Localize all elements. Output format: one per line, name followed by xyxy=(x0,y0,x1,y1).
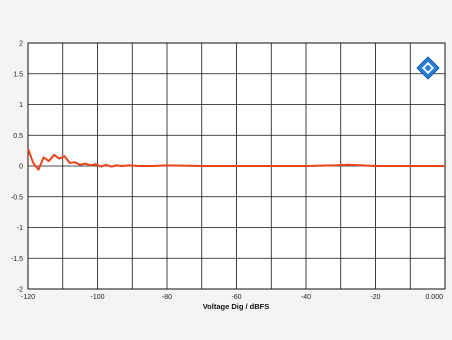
y-tick-label: -1.5 xyxy=(11,256,23,263)
y-tick-label: 2 xyxy=(19,41,23,48)
x-tick-label: -80 xyxy=(162,294,172,301)
y-tick-labels: 2 1.5 1 0.5 0 -0.5 -1 -1.5 -2 xyxy=(11,41,23,294)
series-line xyxy=(27,148,445,171)
x-tick-label: -100 xyxy=(90,294,104,301)
y-tick-label: 0.5 xyxy=(13,133,23,140)
y-tick-label: -2 xyxy=(17,287,23,294)
y-tick-label: 1 xyxy=(19,102,23,109)
x-axis-title: Voltage Dig / dBFS xyxy=(203,302,270,311)
x-tick-label: -60 xyxy=(231,294,241,301)
y-tick-label: 0 xyxy=(19,164,23,171)
x-tick-labels: -120 -100 -80 -60 -40 -20 0.000 xyxy=(21,294,443,301)
x-tick-label: -20 xyxy=(370,294,380,301)
x-tick-label: -40 xyxy=(301,294,311,301)
x-tick-label: -120 xyxy=(21,294,35,301)
x-tick-label: 0.000 xyxy=(425,294,443,301)
y-tick-label: -1 xyxy=(17,225,23,232)
y-tick-label: 1.5 xyxy=(13,71,23,78)
series-group xyxy=(27,148,445,171)
y-tick-label: -0.5 xyxy=(11,194,23,201)
rohde-schwarz-logo-icon xyxy=(416,56,440,80)
